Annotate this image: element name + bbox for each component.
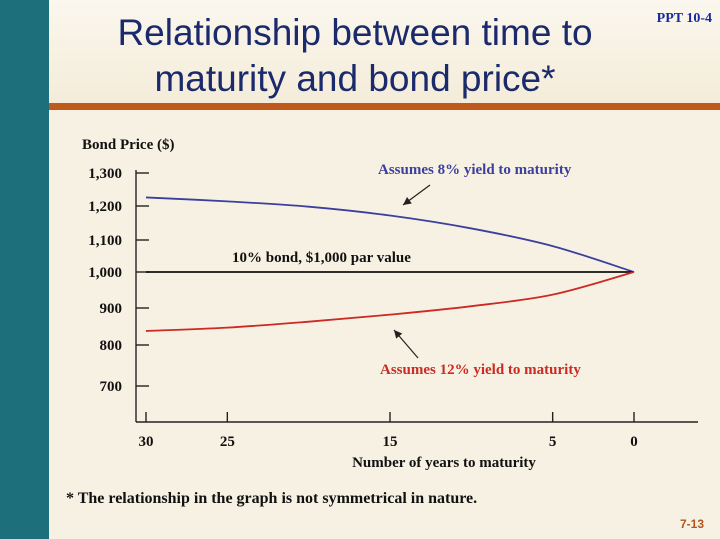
x-axis-title: Number of years to maturity	[352, 455, 536, 471]
chart-axes	[135, 170, 698, 423]
footnote: * The relationship in the graph is not s…	[66, 490, 478, 507]
chart-labels: 1,300 1,200 1,100 1,000 900 800 700 30 25 15 5 0 Bon…	[82, 137, 638, 471]
title-line-1: Relationship between time to	[117, 12, 593, 53]
accent-rule	[49, 103, 720, 110]
x-tick-label: 0	[630, 434, 638, 450]
series-8pct-label: Assumes 8% yield to maturity	[378, 162, 572, 178]
series-12pct-label: Assumes 12% yield to maturity	[380, 362, 581, 378]
side-bar	[0, 0, 49, 539]
y-tick-label: 1,100	[88, 233, 122, 249]
title-line-2: maturity and bond price*	[154, 58, 556, 99]
x-tick-label: 15	[383, 434, 398, 450]
header-band	[49, 0, 720, 104]
y-tick-label: 900	[100, 301, 123, 317]
slide-number: 7-13	[679, 517, 704, 531]
slide-title: Relationship between time to maturity an…	[49, 10, 661, 102]
y-tick-label: 1,300	[88, 166, 122, 182]
y-tick-label: 700	[100, 379, 123, 395]
x-tick-label: 25	[220, 434, 235, 450]
y-tick-label: 1,000	[88, 265, 122, 281]
y-tick-label: 1,200	[88, 199, 122, 215]
y-tick-label: 800	[100, 338, 123, 354]
x-tick-label: 30	[139, 434, 154, 450]
series-12pct-line	[145, 271, 635, 332]
x-tick-label: 5	[549, 434, 557, 450]
y-axis-title: Bond Price ($)	[82, 137, 174, 153]
series-10pct-label: 10% bond, $1,000 par value	[232, 250, 411, 266]
series-8pct-line	[145, 196, 635, 273]
arrow-12pct-head	[394, 330, 403, 339]
slide-code: PPT 10-4	[656, 11, 712, 26]
content-area	[49, 110, 720, 539]
arrow-8pct-head	[403, 197, 412, 205]
chart-series	[145, 196, 635, 332]
